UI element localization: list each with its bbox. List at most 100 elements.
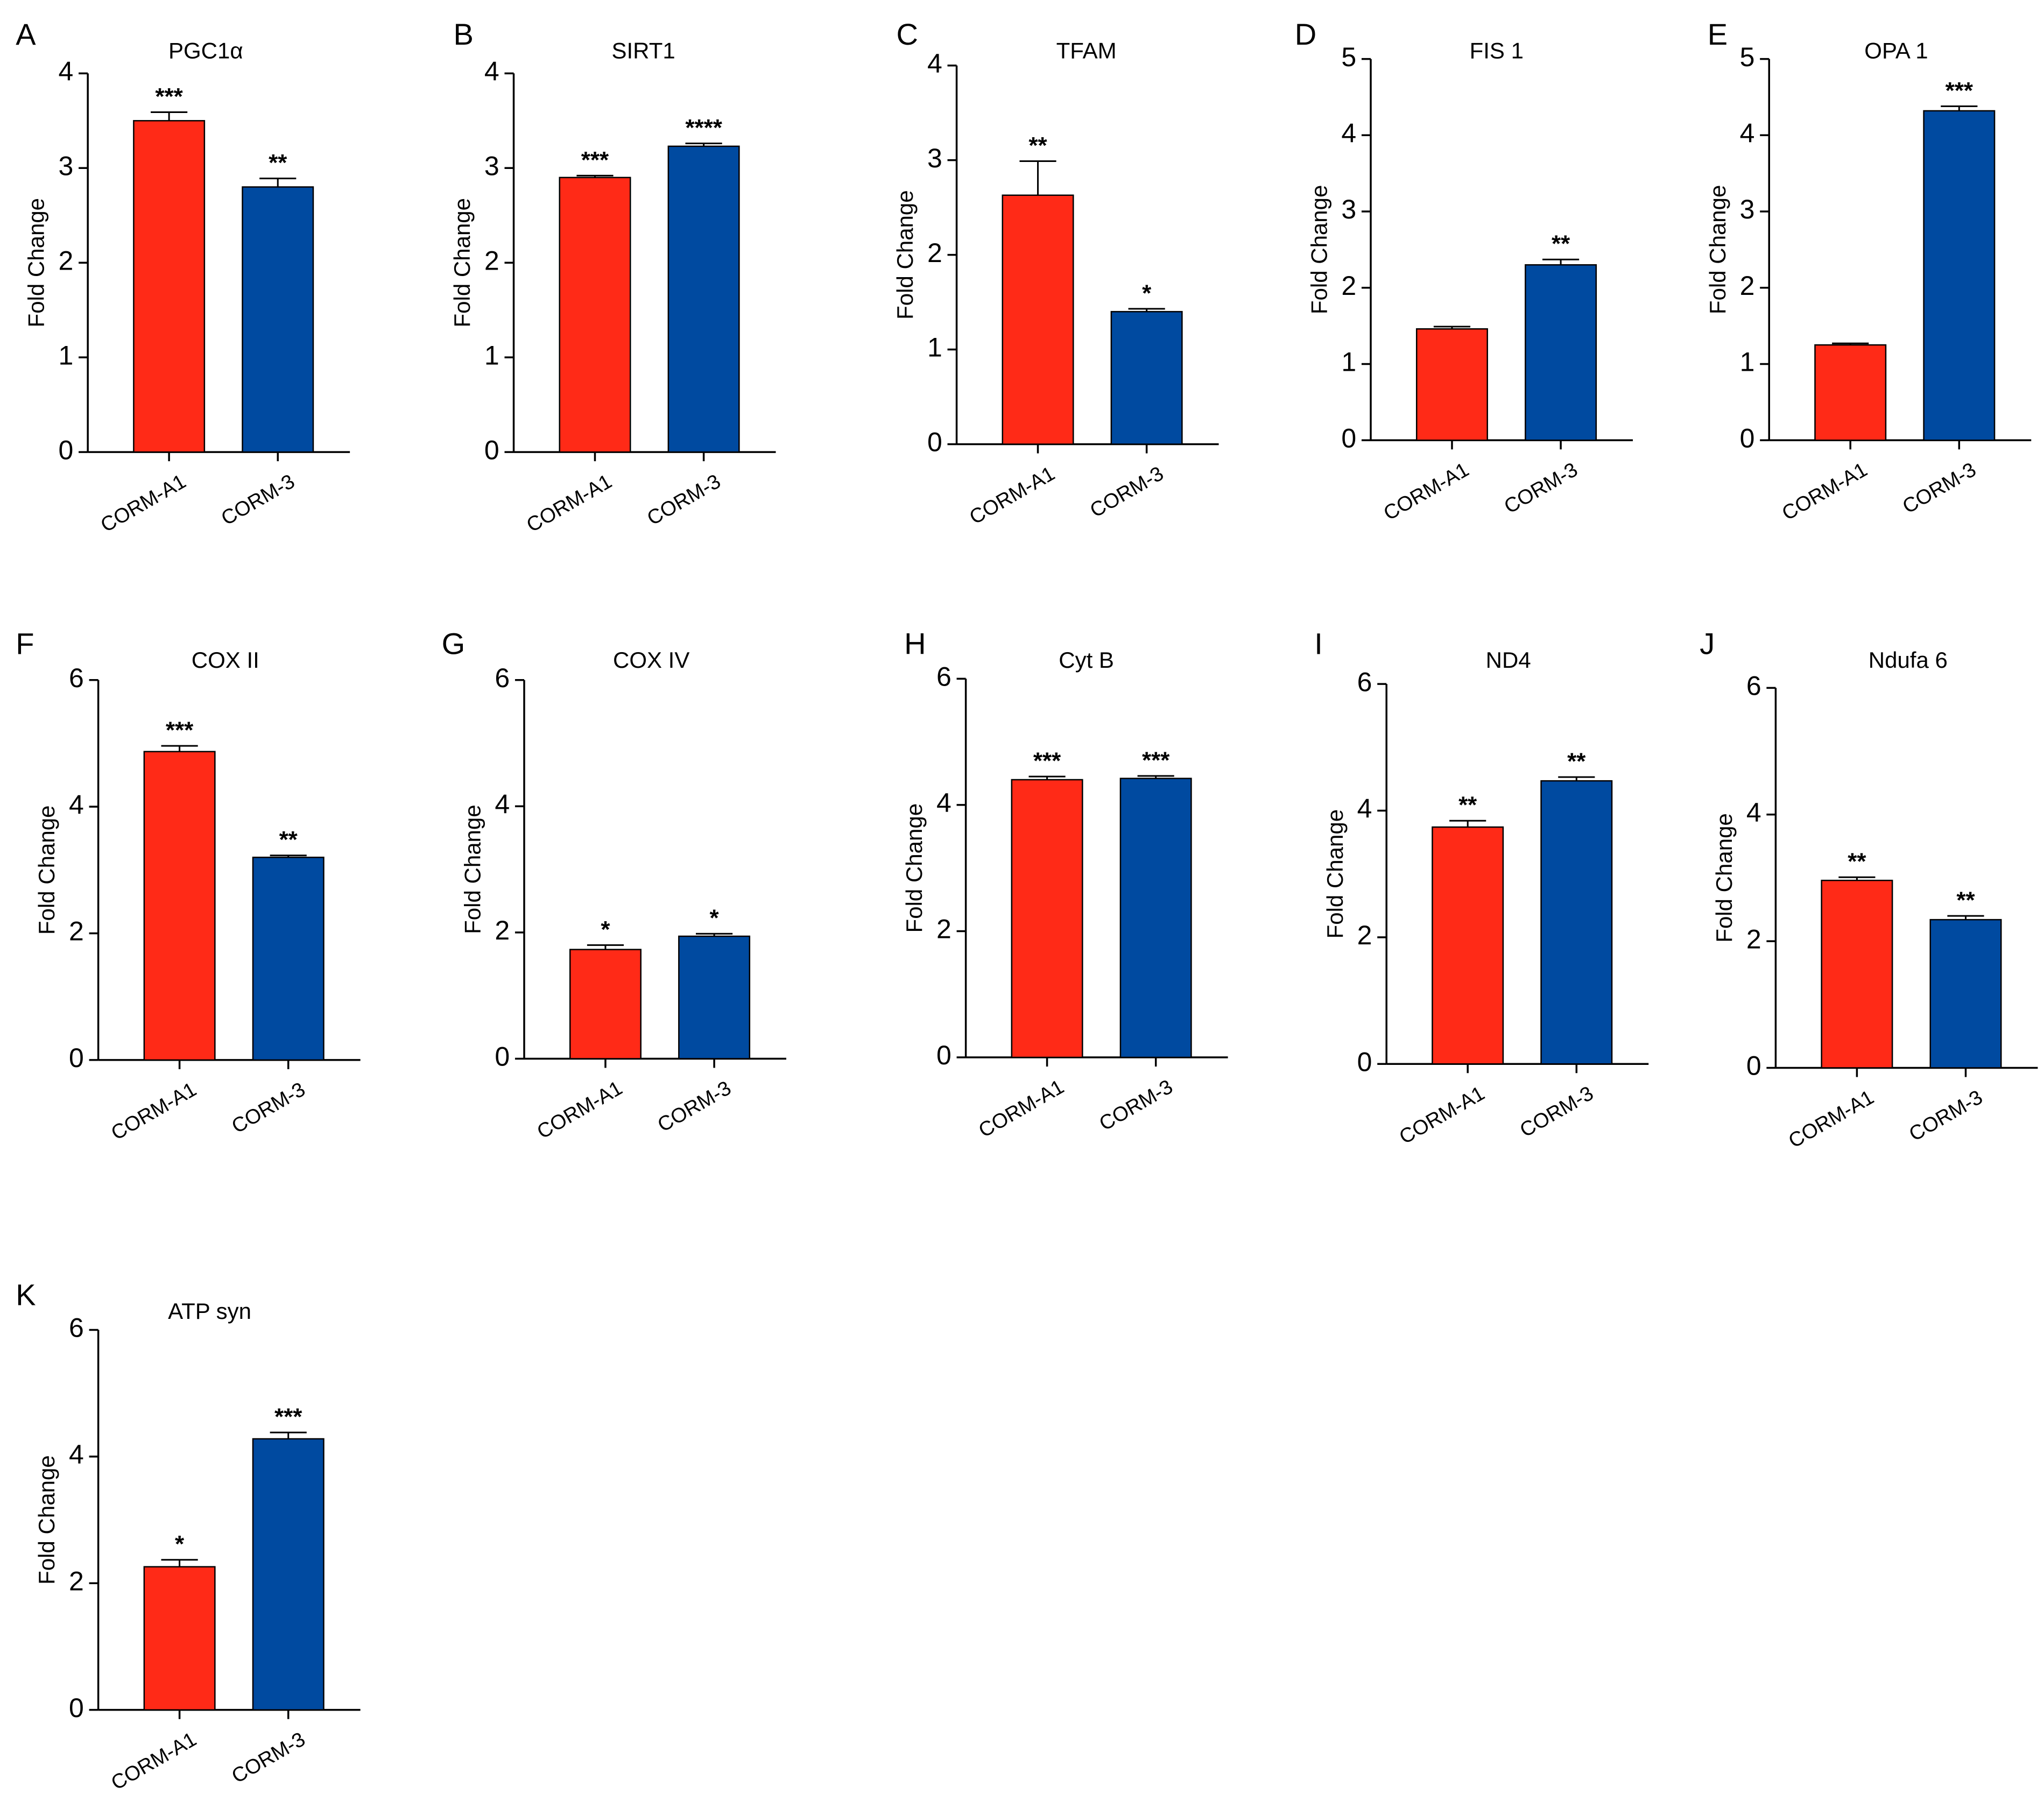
significance-label: * [601,916,610,943]
y-axis-title: Fold Change [34,1455,59,1585]
bar-corm-3 [678,935,751,1060]
x-tick-label: CORM-A1 [965,462,1059,529]
x-tick-label: CORM-3 [644,470,725,530]
y-tick-label: 0 [927,427,942,457]
bar-corm-3 [1119,778,1192,1058]
y-tick-label: 0 [936,1040,951,1070]
panel-k: K ATP syn 0 2 4 6 Fold Change CORM-A1 * CORM-3 *** [16,1277,361,1795]
bar-corm-3 [1929,919,2002,1069]
x-tick-label: CORM-A1 [108,1078,201,1145]
y-tick-label: 2 [936,914,951,944]
bar-corm-3 [1525,264,1597,441]
x-tick-label: CORM-A1 [1785,1086,1878,1153]
panel-letter: E [1708,17,1728,51]
panel-letter: D [1295,17,1316,51]
y-tick-label: 2 [1357,920,1372,950]
panel-b: B SIRT1 0 1 2 3 4 Fold Change CORM-A1 *** CORM-3 **… [449,17,776,537]
y-tick-label: 6 [1746,671,1761,701]
y-tick-label: 1 [1341,347,1356,377]
chart-title: SIRT1 [611,38,675,63]
significance-label: *** [581,147,609,173]
chart-title: PGC1α [168,38,243,63]
bar-corm-a1 [1011,779,1083,1058]
significance-label: ** [269,150,287,176]
y-tick-label: 4 [1357,794,1372,824]
y-tick-label: 3 [1740,194,1755,224]
chart-title: COX II [192,647,259,673]
significance-label: * [710,905,720,931]
y-tick-label: 4 [495,789,510,820]
significance-label: **** [685,115,722,141]
panel-letter: H [904,626,926,660]
significance-label: *** [274,1404,302,1430]
x-tick-label: CORM-A1 [1778,458,1871,525]
bar-corm-3 [667,145,740,453]
y-tick-label: 4 [484,56,499,87]
panel-d: D FIS 1 0 1 2 3 4 5 Fold Change CORM-A1 CORM-3 ** [1295,17,1633,525]
bar-corm-a1 [133,120,206,453]
panel-letter: J [1700,626,1715,660]
bar-corm-3 [1110,310,1183,445]
bar-corm-a1 [569,949,642,1060]
significance-label: *** [166,717,194,744]
chart-title: TFAM [1056,38,1117,63]
significance-label: * [175,1531,185,1557]
panel-g: G COX IV 0 2 4 6 Fold Change CORM-A1 * CORM-3 * [442,626,786,1143]
y-axis-title: Fold Change [1307,185,1332,315]
panel-letter: C [897,17,918,51]
significance-label: * [1142,280,1152,306]
panel-f: F COX II 0 2 4 6 Fold Change CORM-A1 *** CORM-3 ** [16,626,361,1145]
y-tick-label: 4 [927,48,942,79]
panel-letter: K [16,1277,36,1311]
y-tick-label: 1 [59,340,74,370]
x-tick-label: CORM-3 [1096,1076,1177,1135]
panel-h: H Cyt B 0 2 4 6 Fold Change CORM-A1 *** CORM-3 *** [901,626,1228,1142]
significance-label: *** [155,83,183,110]
y-tick-label: 4 [59,56,74,87]
y-tick-label: 4 [1341,118,1356,148]
panel-c: C TFAM 0 1 2 3 4 Fold Change CORM-A1 ** CORM-3 * [892,17,1219,529]
significance-label: ** [1956,887,1975,913]
x-tick-label: CORM-A1 [975,1076,1068,1142]
bar-corm-3 [1923,110,1996,441]
y-tick-label: 4 [69,789,84,820]
x-tick-label: CORM-3 [228,1728,309,1788]
bar-corm-3 [252,1438,325,1711]
x-tick-label: CORM-3 [228,1078,309,1138]
y-tick-label: 4 [69,1439,84,1470]
significance-label: ** [1567,748,1586,774]
y-tick-label: 6 [69,663,84,693]
y-axis-title: Fold Change [1705,185,1730,315]
y-tick-label: 0 [59,435,74,465]
x-tick-label: CORM-A1 [1395,1082,1489,1149]
bar-corm-a1 [1002,194,1074,445]
y-tick-label: 0 [484,435,499,465]
chart-title: Cyt B [1059,647,1114,673]
x-tick-label: CORM-3 [1087,462,1168,522]
y-tick-label: 4 [1746,797,1761,828]
chart-title: COX IV [613,647,689,673]
y-tick-label: 1 [1740,347,1755,377]
y-axis-title: Fold Change [1711,813,1737,943]
y-tick-label: 0 [1341,423,1356,453]
significance-label: *** [1033,748,1061,774]
y-tick-label: 1 [927,333,942,363]
y-axis-title: Fold Change [449,198,475,328]
y-tick-label: 5 [1740,42,1755,72]
x-tick-label: CORM-3 [1899,458,1980,518]
y-axis-title: Fold Change [24,198,49,327]
y-tick-label: 3 [1341,194,1356,224]
bar-corm-a1 [559,176,631,453]
bar-corm-a1 [143,1566,216,1711]
panel-letter: I [1314,626,1323,660]
y-tick-label: 2 [927,238,942,268]
panel-letter: F [16,626,34,660]
x-tick-label: CORM-3 [217,470,299,530]
chart-title: Ndufa 6 [1869,647,1948,673]
y-tick-label: 6 [1357,667,1372,697]
x-tick-label: CORM-3 [654,1077,735,1136]
y-tick-label: 0 [495,1042,510,1072]
y-tick-label: 6 [69,1313,84,1343]
y-tick-label: 2 [1740,271,1755,301]
y-tick-label: 2 [59,245,74,276]
